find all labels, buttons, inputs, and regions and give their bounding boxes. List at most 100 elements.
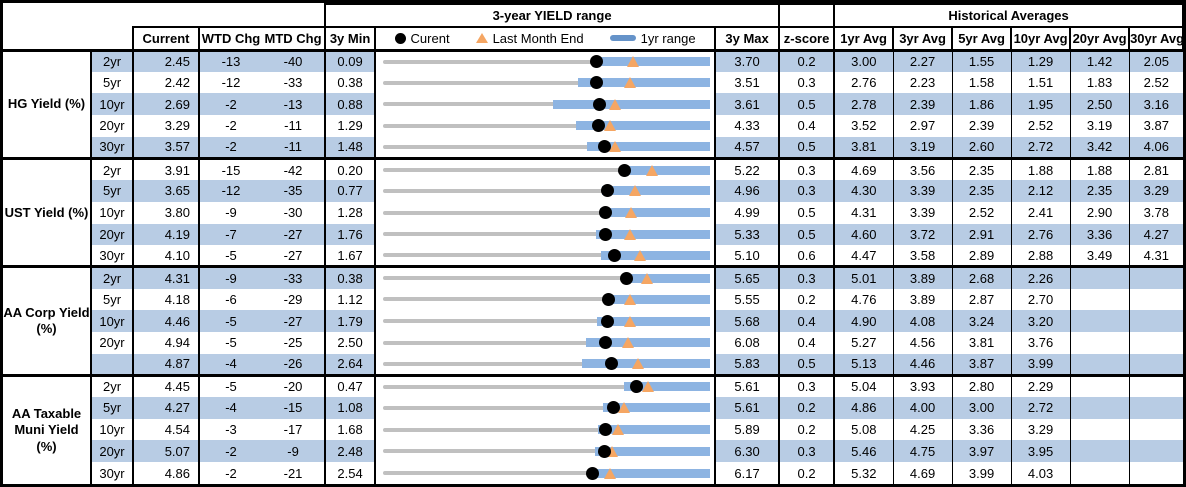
yield-range-chart [375, 136, 717, 159]
wtd-chg-value: -6 [199, 288, 262, 311]
table-row: 4.87 -4 -26 2.64 5.83 0.5 5.13 4.46 3.87 3.99 [3, 353, 1183, 376]
wtd-chg-value: -5 [199, 310, 262, 332]
tenor-label: 30yr [91, 245, 134, 267]
3yr-avg-value: 2.39 [893, 93, 953, 116]
table-row: 30yr 4.10 -5 -27 1.67 5.10 0.6 4.47 3.58 2.89 2.88… [3, 245, 1183, 267]
1yr-avg-value: 4.60 [834, 223, 894, 246]
5yr-avg-value: 3.36 [952, 418, 1012, 441]
3y-min-value: 2.64 [325, 353, 377, 376]
3y-min-value: 1.48 [325, 136, 377, 159]
table-row: HG Yield (%) 2yr 2.45 -13 -40 0.09 3.70 0.2 3.00… [3, 48, 1183, 159]
current-dot-icon [618, 163, 632, 177]
1yr-avg-value: 5.46 [834, 440, 894, 463]
last-month-triangle-icon [609, 141, 622, 153]
range-chart-canvas [383, 53, 711, 72]
range-track [383, 102, 710, 107]
tenor-label: 2yr [91, 48, 134, 72]
group-label: HG Yield (%) [3, 48, 92, 159]
col-header-3yr-avg: 3yr Avg [892, 26, 954, 52]
30yr-avg-value: 2.52 [1129, 71, 1183, 94]
1yr-range-bar [624, 273, 711, 283]
30yr-avg-value [1129, 440, 1183, 463]
z-score-value: 0.3 [779, 180, 836, 202]
5yr-avg-value: 2.87 [952, 288, 1012, 311]
table-row: AA Corp Yield (%) 2yr 4.31 -9 -33 0.38 5.65 0.3… [3, 265, 1183, 376]
30yr-avg-value [1129, 310, 1183, 332]
5yr-avg-value: 2.35 [952, 156, 1012, 181]
wtd-chg-value: -15 [199, 156, 262, 181]
last-month-triangle-icon [622, 337, 635, 349]
table-row: 20yr 5.07 -2 -9 2.48 6.30 0.3 5.46 4.75 3.97 3.95 [3, 440, 1183, 463]
z-score-value: 0.2 [779, 418, 836, 441]
z-score-value: 0.4 [779, 310, 836, 332]
z-score-value: 0.4 [779, 331, 836, 354]
1yr-range-bar [624, 382, 711, 392]
last-month-triangle-icon [603, 120, 616, 132]
10yr-avg-value: 2.72 [1011, 397, 1071, 419]
range-chart-canvas [383, 378, 711, 397]
z-score-value: 0.5 [779, 201, 836, 224]
20yr-avg-value: 1.88 [1070, 156, 1130, 181]
current-dot-icon [394, 32, 406, 44]
wtd-chg-value: -5 [199, 245, 262, 267]
current-value: 2.69 [133, 93, 200, 116]
last-month-triangle-icon [625, 207, 638, 219]
mtd-chg-value: -21 [262, 462, 327, 484]
1yr-avg-value: 5.13 [834, 353, 894, 376]
3y-min-value: 0.38 [325, 71, 377, 94]
5yr-avg-value: 2.80 [952, 373, 1012, 397]
current-dot-icon [620, 271, 634, 285]
20yr-avg-value: 1.83 [1070, 71, 1130, 94]
current-value: 3.91 [133, 156, 200, 181]
col-header-3y-max: 3y Max [714, 26, 781, 52]
10yr-avg-value: 3.29 [1011, 418, 1071, 441]
mtd-chg-value: -42 [262, 156, 327, 181]
yield-range-chart [375, 156, 717, 181]
20yr-avg-value [1070, 440, 1130, 463]
10yr-avg-value: 2.52 [1011, 115, 1071, 137]
20yr-avg-value [1070, 353, 1130, 376]
10yr-avg-value: 2.76 [1011, 223, 1071, 246]
z-score-value: 0.5 [779, 136, 836, 159]
tenor-label: 10yr [91, 310, 134, 332]
mtd-chg-value: -33 [262, 265, 327, 289]
yield-range-chart [375, 201, 717, 224]
3yr-avg-value: 4.56 [893, 331, 953, 354]
1yr-range-bar [587, 142, 711, 152]
10yr-avg-value: 1.95 [1011, 93, 1071, 116]
wtd-chg-value: -13 [199, 48, 262, 72]
mtd-chg-value: -27 [262, 310, 327, 332]
wtd-chg-value: -5 [199, 373, 262, 397]
1yr-avg-value: 5.27 [834, 331, 894, 354]
mtd-chg-value: -17 [262, 418, 327, 441]
1yr-avg-value: 2.76 [834, 71, 894, 94]
current-value: 4.87 [133, 353, 200, 376]
current-value: 4.31 [133, 265, 200, 289]
1yr-avg-value: 5.01 [834, 265, 894, 289]
current-dot-icon [606, 401, 620, 415]
yield-range-chart [375, 462, 717, 484]
z-score-value: 0.3 [779, 265, 836, 289]
3yr-avg-value: 4.69 [893, 462, 953, 484]
mtd-chg-value: -13 [262, 93, 327, 116]
30yr-avg-value: 4.31 [1129, 245, 1183, 267]
3y-max-value: 6.17 [715, 462, 781, 484]
range-chart-canvas [383, 397, 711, 419]
current-dot-icon [598, 206, 612, 220]
1yr-avg-value: 4.47 [834, 245, 894, 267]
table-row: 10yr 4.54 -3 -17 1.68 5.89 0.2 5.08 4.25 3.36 3.29 [3, 418, 1183, 441]
20yr-avg-value [1070, 265, 1130, 289]
table-row: 5yr 4.27 -4 -15 1.08 5.61 0.2 4.86 4.00 3.00 2.72 [3, 397, 1183, 419]
1yr-range-bar [553, 99, 711, 109]
zscore-header-spacer [778, 3, 836, 28]
3y-min-value: 1.28 [325, 201, 377, 224]
wtd-chg-value: -2 [199, 115, 262, 137]
3y-min-value: 0.20 [325, 156, 377, 181]
table-row: 5yr 3.65 -12 -35 0.77 4.96 0.3 4.30 3.39 2.35 2.12… [3, 180, 1183, 202]
current-dot-icon [591, 119, 605, 133]
mtd-chg-value: -29 [262, 288, 327, 311]
30yr-avg-value [1129, 265, 1183, 289]
3y-max-value: 5.68 [715, 310, 781, 332]
3y-min-value: 2.48 [325, 440, 377, 463]
